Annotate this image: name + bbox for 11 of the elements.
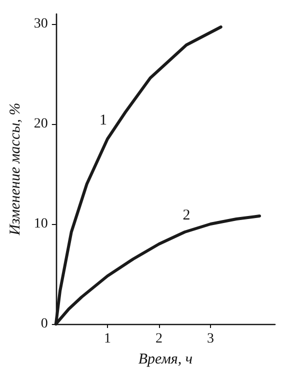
- y-axis-title: Изменение массы, %: [8, 102, 24, 236]
- y-tick-label: 10: [34, 216, 48, 232]
- x-axis-title: Время, ч: [138, 352, 193, 368]
- x-tick-label: 3: [207, 332, 214, 346]
- x-tick-label: 1: [104, 332, 111, 346]
- y-tick-label: 20: [34, 116, 48, 132]
- y-tick-label: 0: [40, 316, 48, 332]
- y-tick-label: 30: [34, 16, 48, 32]
- annotation: 2: [182, 208, 190, 224]
- x-tick-label: 2: [156, 332, 163, 346]
- annotation: 1: [99, 112, 107, 128]
